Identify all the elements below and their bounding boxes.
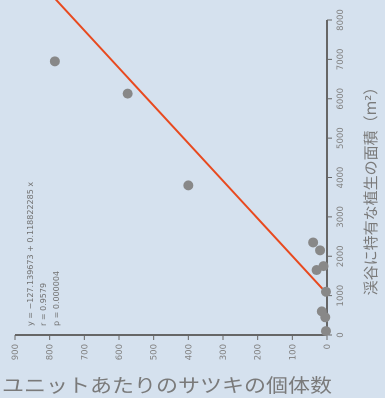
y-tick-label: 4000 xyxy=(336,167,346,189)
x-tick-label: 200 xyxy=(254,344,264,360)
x-tick-label: 500 xyxy=(150,344,160,360)
regression-line xyxy=(54,0,327,294)
x-tick-label: 400 xyxy=(184,344,194,360)
y-tick-label: 6000 xyxy=(336,88,346,110)
data-point xyxy=(122,88,133,99)
x-tick-label: 700 xyxy=(80,344,90,360)
x-tick-label: 900 xyxy=(11,344,21,360)
stats-line: p = 0.000004 xyxy=(52,271,61,326)
y-axis-title: 渓谷に特有な植生の面積（m²） xyxy=(362,80,380,296)
x-tick-label: 300 xyxy=(219,344,229,360)
regression-group xyxy=(54,0,327,294)
x-tick-label: 800 xyxy=(46,344,56,360)
points-group xyxy=(49,56,331,337)
stats-line: r = 0.9579 xyxy=(39,283,48,326)
y-tick-label: 7000 xyxy=(336,49,346,71)
y-tick-label: 8000 xyxy=(336,9,346,31)
y-tick-label: 5000 xyxy=(336,127,346,149)
x-tick-label: 0 xyxy=(323,344,333,349)
stats-line: y = −127.139673 + 0.118822285 x xyxy=(26,182,35,326)
data-point xyxy=(183,180,194,191)
stats-annotation: y = −127.139673 + 0.118822285 x r = 0.957… xyxy=(26,182,61,326)
data-point xyxy=(315,245,326,256)
y-tick-label: 2000 xyxy=(336,245,346,267)
data-point xyxy=(320,312,331,323)
data-point xyxy=(49,56,60,67)
y-tick-label: 3000 xyxy=(336,206,346,228)
data-point xyxy=(320,286,331,297)
x-tick-label: 600 xyxy=(115,344,125,360)
data-point xyxy=(320,326,331,337)
y-tick-label: 0 xyxy=(336,332,346,337)
data-point xyxy=(311,265,322,276)
y-tick-label: 1000 xyxy=(336,285,346,307)
data-point xyxy=(308,237,319,248)
x-axis-title: ユニットあたりのサツキの個体数 xyxy=(2,375,332,397)
x-tick-label: 100 xyxy=(288,344,298,360)
